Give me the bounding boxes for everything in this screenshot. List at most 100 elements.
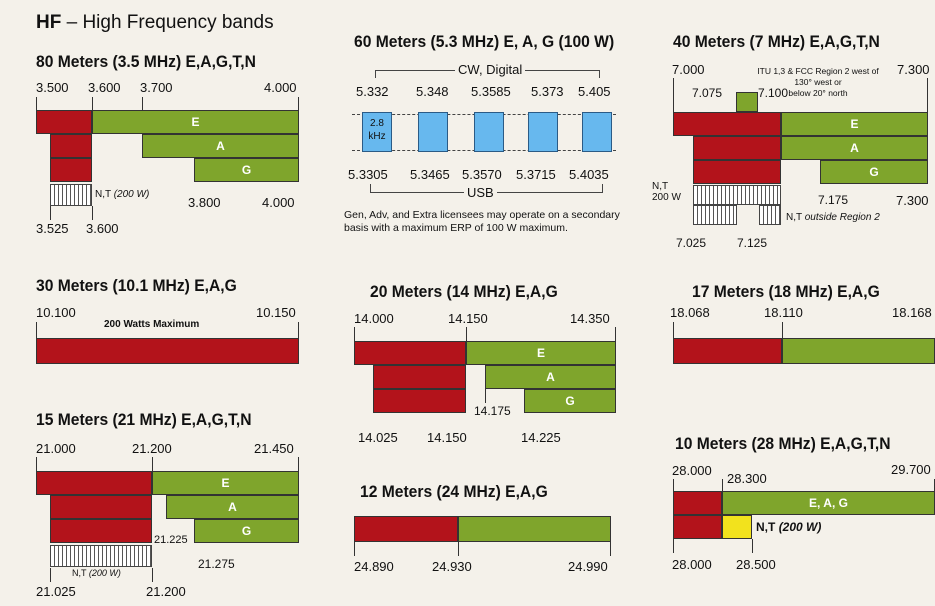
freq-label: 5.3585 <box>471 84 511 99</box>
nt-label: N,T 200 W <box>652 181 681 203</box>
freq-label: 21.275 <box>198 557 235 571</box>
channel-box <box>474 112 504 152</box>
tick <box>298 457 299 471</box>
segment-cw <box>354 516 458 542</box>
segment-phone <box>782 338 935 364</box>
freq-label: 21.450 <box>254 441 294 456</box>
freq-label: 21.225 <box>154 534 188 546</box>
segment-nt-outside <box>759 205 781 225</box>
freq-label: 28.000 <box>672 463 712 478</box>
power-limit-label: 200 Watts Maximum <box>104 319 200 330</box>
freq-label: 4.000 <box>264 80 297 95</box>
band-title: 20 Meters (14 MHz) E,A,G <box>370 282 558 301</box>
band-title: 17 Meters (18 MHz) E,A,G <box>692 282 880 301</box>
usb-bracket <box>602 184 603 192</box>
cw-bracket <box>375 70 376 78</box>
freq-label: 14.025 <box>358 430 398 445</box>
tick <box>36 457 37 471</box>
freq-label: 3.500 <box>36 80 69 95</box>
tick <box>152 568 153 582</box>
band-title: 40 Meters (7 MHz) E,A,G,T,N <box>673 32 880 51</box>
freq-label: 18.110 <box>764 305 803 320</box>
segment-e: E <box>152 471 299 495</box>
band-title: 30 Meters (10.1 MHz) E,A,G <box>36 276 237 295</box>
channel-box <box>528 112 558 152</box>
freq-label: 7.175 <box>818 193 849 207</box>
tick <box>673 78 674 112</box>
segment-general-cw <box>693 160 781 184</box>
tick <box>152 457 153 471</box>
freq-label: 21.200 <box>132 441 172 456</box>
tick <box>298 97 299 111</box>
nt-outside-label: N,T outside Region 2 <box>786 212 880 223</box>
tick <box>50 206 51 220</box>
freq-label: 3.600 <box>86 221 119 236</box>
band-title: 15 Meters (21 MHz) E,A,G,T,N <box>36 410 252 429</box>
usb-label: USB <box>464 185 497 200</box>
itu-note: ITU 1,3 & FCC Region 2 west of 130° west… <box>757 66 879 98</box>
freq-label: 5.3305 <box>348 167 388 182</box>
freq-label: 21.025 <box>36 584 76 599</box>
freq-label: 5.3465 <box>410 167 450 182</box>
freq-label: 7.100 <box>758 86 789 100</box>
tick <box>722 479 723 491</box>
segment-eag: E, A, G <box>722 491 935 515</box>
freq-label: 5.3715 <box>516 167 556 182</box>
segment-phone <box>458 516 611 542</box>
segment-nt-phone <box>722 515 752 539</box>
nt-label: N,T (200 W) <box>756 520 822 534</box>
segment-advanced-cw <box>50 134 92 158</box>
note-60m: Gen, Adv, and Extra licensees may operat… <box>344 209 620 234</box>
segment-nt <box>50 184 92 206</box>
segment-nt <box>50 545 152 567</box>
segment-g: G <box>524 389 616 413</box>
segment-g: G <box>820 160 928 184</box>
segment-cw <box>673 491 722 515</box>
freq-label: 5.332 <box>356 84 389 99</box>
freq-label: 28.300 <box>727 471 767 486</box>
freq-label: 7.300 <box>896 193 929 208</box>
freq-label: 7.000 <box>672 62 705 77</box>
segment-all <box>36 338 299 364</box>
tick <box>673 539 674 553</box>
freq-label: 14.175 <box>474 404 511 418</box>
segment-general-cw <box>373 389 466 413</box>
segment-extra-cw <box>354 341 466 365</box>
freq-label: 3.700 <box>140 80 173 95</box>
freq-label: 14.150 <box>448 311 488 326</box>
tick <box>610 542 611 556</box>
freq-label: 3.800 <box>188 195 221 210</box>
freq-label: 18.168 <box>892 305 932 320</box>
segment-advanced-cw <box>50 495 152 519</box>
freq-label: 7.025 <box>676 236 707 250</box>
segment-itu-phone <box>736 92 758 112</box>
segment-advanced-cw <box>373 365 466 389</box>
freq-label: 14.150 <box>427 430 467 445</box>
segment-e: E <box>466 341 616 365</box>
tick <box>673 479 674 491</box>
segment-nt <box>693 185 781 205</box>
segment-extra-cw <box>36 110 92 134</box>
tick <box>142 97 143 111</box>
band-title: 10 Meters (28 MHz) E,A,G,T,N <box>675 434 891 453</box>
freq-label: 14.225 <box>521 430 561 445</box>
tick <box>92 206 93 220</box>
segment-advanced-cw <box>693 136 781 160</box>
tick <box>485 389 486 403</box>
segment-extra-cw <box>673 112 781 136</box>
freq-label: 28.000 <box>672 557 712 572</box>
freq-label: 7.125 <box>737 236 768 250</box>
tick <box>354 327 355 341</box>
page-title: HF – High Frequency bands <box>36 12 274 33</box>
tick <box>36 322 37 338</box>
freq-label: 10.100 <box>36 305 76 320</box>
band-title: 60 Meters (5.3 MHz) E, A, G (100 W) <box>354 32 615 51</box>
freq-label: 18.068 <box>670 305 710 320</box>
segment-a: A <box>485 365 616 389</box>
freq-label: 5.348 <box>416 84 449 99</box>
channel-box <box>418 112 448 152</box>
segment-general-cw <box>50 519 152 543</box>
freq-label: 24.990 <box>568 559 608 574</box>
tick <box>92 97 93 111</box>
freq-label: 14.350 <box>570 311 610 326</box>
